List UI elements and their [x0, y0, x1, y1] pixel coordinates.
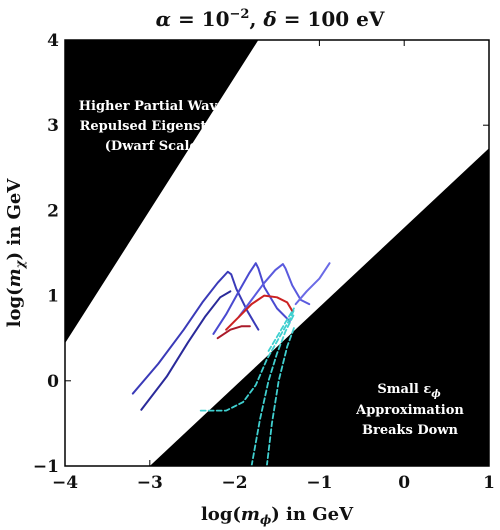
x-tick-label-0: −4: [52, 473, 78, 493]
plot-frame: [64, 39, 490, 467]
solid-curve-4: [294, 262, 331, 306]
solid-curve-5: [225, 294, 294, 331]
solid-curve-1: [131, 270, 260, 395]
annotation-lower-line-1: Small εϕ: [377, 382, 441, 400]
dashed-curve-9: [265, 327, 295, 466]
y-tick-label-4: 3: [47, 116, 59, 136]
upper-excluded-region: [65, 40, 259, 466]
annotation-upper-line-1: Higher Partial Waves,: [79, 99, 238, 114]
dashed-curve-10: [267, 307, 295, 352]
x-axis: −4 −3 −2 −1 0 1: [52, 40, 495, 493]
annotation-lower-line-3: Breaks Down: [362, 423, 459, 438]
y-tick-label-2: 1: [47, 287, 59, 307]
x-tick-label-3: −1: [306, 473, 332, 493]
curves: [131, 262, 331, 466]
dashed-curve-8: [250, 313, 295, 466]
lower-excluded-region: [149, 148, 489, 466]
x-axis-label: log(mϕ) in GeV: [201, 504, 354, 527]
solid-curve-0: [140, 290, 232, 411]
x-tick-label-4: 0: [398, 473, 410, 493]
solid-curve-3: [237, 263, 311, 318]
y-tick-label-0: −1: [33, 457, 59, 477]
x-tick-label-1: −3: [137, 473, 163, 493]
dashed-curve-7: [199, 309, 295, 412]
solid-curve-6: [216, 325, 251, 340]
y-tick-label-1: 0: [47, 372, 59, 392]
y-tick-label-5: 4: [47, 31, 59, 51]
y-axis: −1 0 1 2 3 4: [33, 31, 489, 477]
x-tick-label-2: −2: [222, 473, 248, 493]
x-tick-label-5: 1: [483, 473, 495, 493]
solid-curve-2: [212, 262, 291, 335]
annotation-upper-line-3: (Dwarf Scales): [105, 139, 211, 154]
y-tick-label-3: 2: [47, 201, 59, 221]
chart-title: α = 10−2, δ = 100 eV: [156, 7, 385, 31]
annotation-upper-line-2: Repulsed Eigenstates: [80, 119, 237, 134]
y-axis-label: log(mχ) in GeV: [4, 178, 27, 328]
annotation-lower-line-2: Approximation: [355, 403, 464, 418]
excluded-regions: [65, 40, 489, 466]
